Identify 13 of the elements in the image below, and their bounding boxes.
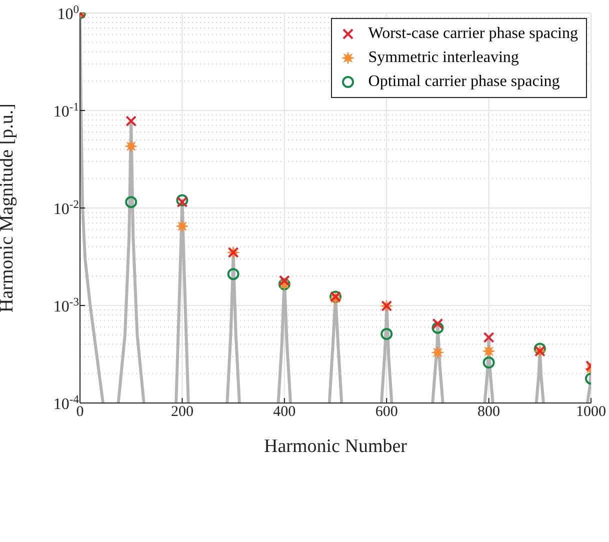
- x-tick-label: 400: [273, 404, 296, 420]
- x-tick-label: 800: [478, 404, 500, 420]
- legend-label: Optimal carrier phase spacing: [368, 73, 560, 91]
- y-tick-label: 10$^{-1}$: [53, 102, 80, 120]
- x-axis-title: Harmonic Number: [264, 436, 408, 457]
- x-tick-label: 1000: [576, 404, 606, 420]
- x-tick-label: 600: [375, 404, 398, 420]
- y-tick-label: 10$^{-3}$: [53, 296, 80, 316]
- y-tick-label: 10$^{0}$: [57, 4, 80, 23]
- x-tick-label: 200: [170, 404, 194, 420]
- legend-label: Worst-case carrier phase spacing: [368, 25, 578, 43]
- y-tick-label: 10$^{-2}$: [53, 199, 80, 218]
- legend-label: Symmetric interleaving: [368, 49, 519, 67]
